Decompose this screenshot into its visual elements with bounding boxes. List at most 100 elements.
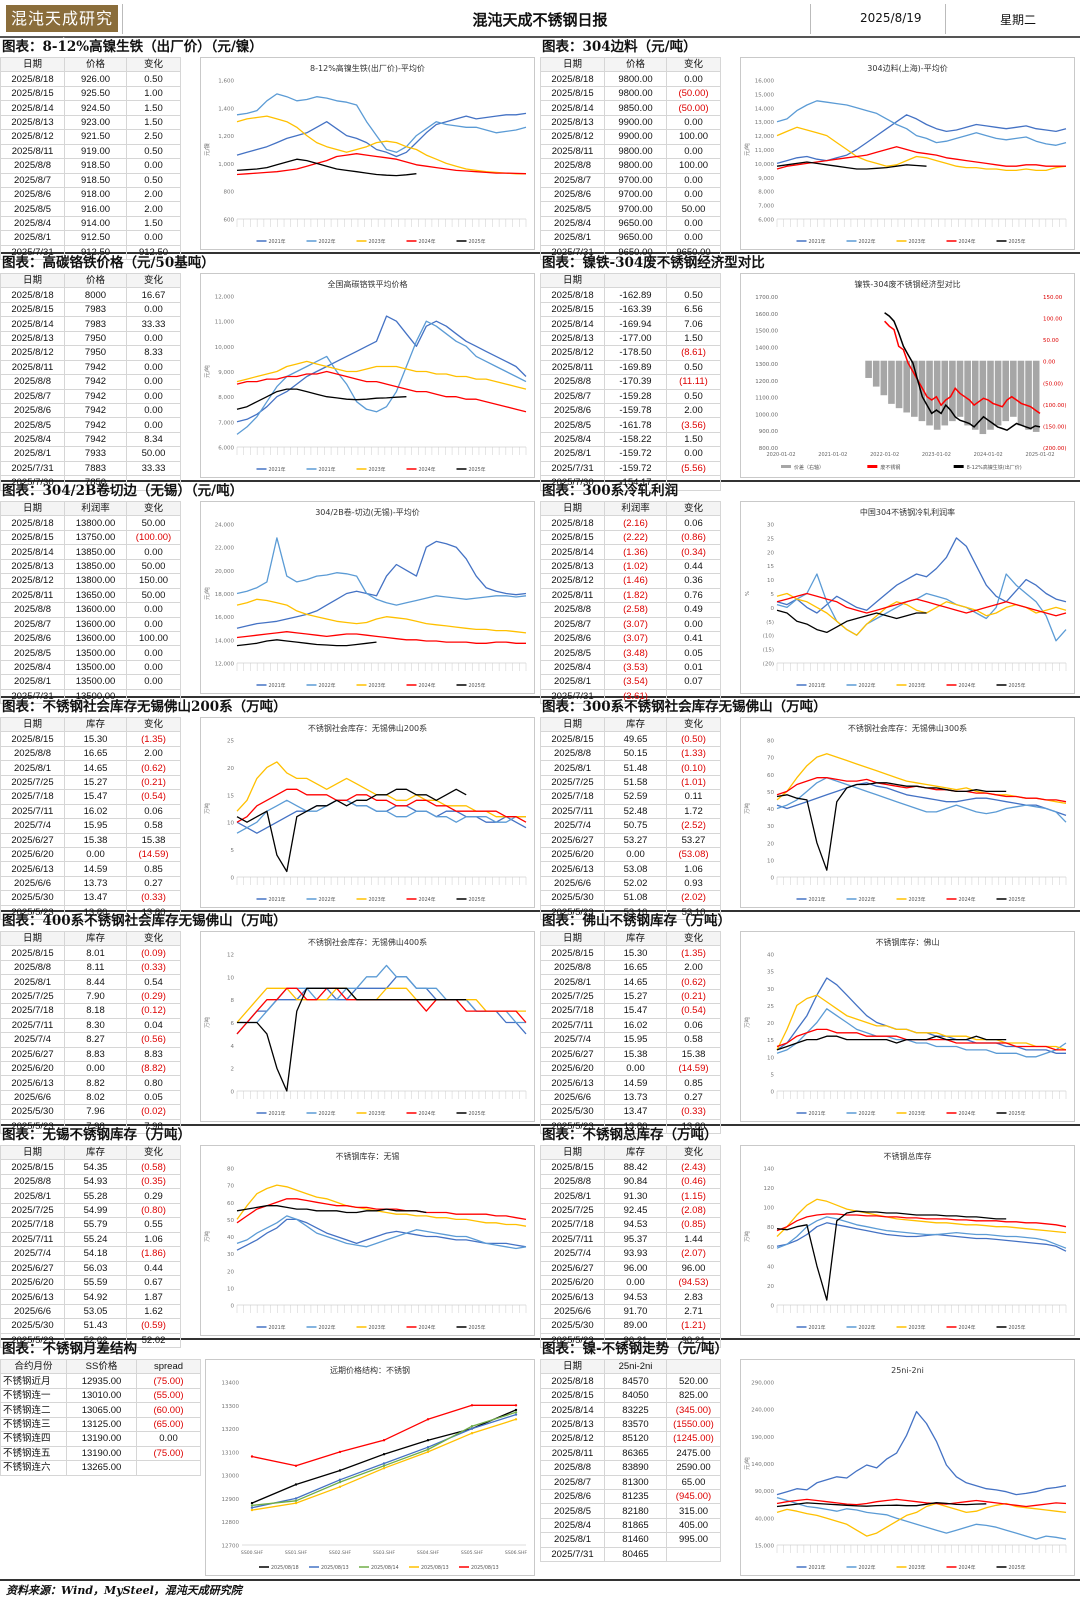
table-cell: -154.17 xyxy=(604,475,667,491)
table-row: 2025/8/15 8.01 (0.09) xyxy=(0,945,181,961)
table-cell: 0.67 xyxy=(126,1274,181,1291)
table-cell: 14.59 xyxy=(64,861,127,877)
table-cell: 918.00 xyxy=(64,186,127,203)
table-cell: (1.35) xyxy=(666,945,721,961)
column-header: SS价格 xyxy=(66,1358,137,1375)
series-line xyxy=(236,537,527,606)
spread-bar xyxy=(918,360,926,422)
series-point xyxy=(250,1501,254,1505)
y-tick-label: 1700.00 xyxy=(755,295,778,301)
table-cell: 83890 xyxy=(604,1460,667,1476)
table-cell: 2025/5/30 xyxy=(0,890,65,906)
table-cell: 2025/7/31 xyxy=(540,1546,605,1563)
table-cell: 8.02 xyxy=(64,1089,127,1106)
column-header: 库存 xyxy=(64,1144,127,1161)
y-tick-label: 12 xyxy=(227,953,234,959)
legend-label: 2023年 xyxy=(909,1324,926,1331)
y-axis-label: 元/镍 xyxy=(203,143,211,156)
header-divider xyxy=(122,4,123,34)
table-cell: 918.50 xyxy=(64,172,127,188)
table-row: 2025/7/4 15.95 0.58 xyxy=(0,818,181,834)
table-cell: 96.00 xyxy=(666,1260,721,1276)
table-row: 2025/5/30 13.47 (0.33) xyxy=(0,890,181,906)
table-row: 2025/8/7 9700.00 0.00 xyxy=(540,172,721,188)
legend-label: 2025年 xyxy=(469,1324,486,1331)
table-cell: 7.96 xyxy=(64,1104,127,1120)
report-date: 2025/8/19 xyxy=(860,11,922,25)
table-cell: 2025/8/8 xyxy=(540,1173,605,1190)
table-row: 2025/8/18 84570 520.00 xyxy=(540,1373,721,1389)
y-tick-label: 120 xyxy=(764,1186,775,1192)
series-line xyxy=(251,1404,516,1467)
legend-label: 2023年 xyxy=(909,238,926,245)
chart-svg: 不锈钢库存：无锡 80 70 60 50 40 30 20 10 0 万吨 2021年 2022年 202… xyxy=(203,1151,527,1331)
table-cell: 2025/8/13 xyxy=(540,114,605,131)
table-cell: 13.47 xyxy=(604,1104,667,1120)
table-cell: 2025/6/13 xyxy=(540,861,605,877)
table-cell: 2025/8/5 xyxy=(540,201,605,217)
table-cell: 15.30 xyxy=(64,731,127,747)
table-cell: 2025/5/30 xyxy=(540,890,605,906)
series-line xyxy=(776,537,1067,614)
table-cell: (1.33) xyxy=(666,745,721,762)
table-cell: 2025/8/15 xyxy=(0,731,65,747)
chart-title: 不锈钢社会库存：无锡佛山300系 xyxy=(848,723,967,733)
table-cell: 80465 xyxy=(604,1546,667,1563)
y-tick-label: 30 xyxy=(767,824,774,830)
table-cell: 0.00 xyxy=(666,215,721,232)
series-line xyxy=(776,1496,1067,1540)
table-cell: 2025/8/1 xyxy=(0,674,65,690)
table-cell: 2025/6/13 xyxy=(0,861,65,877)
table-cell: (5.56) xyxy=(666,460,721,477)
legend-label: 2023年 xyxy=(369,1324,386,1331)
series-point xyxy=(250,1506,254,1509)
table-cell: 0.00 xyxy=(126,402,181,419)
chart-svg: 不锈钢社会库存：无锡佛山400系 12 10 8 6 4 2 0 万吨 2021年 2022年 202… xyxy=(203,937,527,1117)
table-cell: 0.58 xyxy=(126,818,181,834)
spread-bar xyxy=(911,360,918,417)
table-cell: 2025/8/11 xyxy=(540,587,605,604)
y-tick-label: 900.00 xyxy=(759,429,779,435)
table-cell: (0.29) xyxy=(126,988,181,1005)
table-cell: 2025/8/15 xyxy=(540,301,605,318)
table-cell: 0.07 xyxy=(666,674,721,690)
chart-title: 不锈钢总库存 xyxy=(884,1151,932,1161)
table-row: 2025/8/1 81460 995.00 xyxy=(540,1532,721,1548)
table-row: 2025/8/6 (3.07) 0.41 xyxy=(540,630,721,647)
legend-label: 2024年 xyxy=(419,1324,436,1331)
table-cell: 0.01 xyxy=(666,659,721,676)
series-line xyxy=(236,788,527,823)
table-row: 2025/5/23 13.80 13.80 xyxy=(0,904,181,921)
table-row: 2025/8/11 86365 2475.00 xyxy=(540,1445,721,1462)
table-cell: (55.00) xyxy=(136,1387,201,1404)
table-cell: 2025/6/6 xyxy=(540,875,605,892)
table-row: 2025/5/23 53.10 53.10 xyxy=(540,904,721,921)
chart: 不锈钢库存：无锡 80 70 60 50 40 30 20 10 0 万吨 2021年 2022年 202… xyxy=(200,1145,535,1336)
y-tick-label: 40 xyxy=(767,953,774,959)
x-tick-label: SS03.SHF xyxy=(373,1550,396,1556)
series-point xyxy=(426,1439,430,1442)
y-tick-label: 1400.00 xyxy=(755,345,778,351)
table-cell: (1245.00) xyxy=(666,1431,721,1447)
table-cell: 7950 xyxy=(64,345,127,361)
table-row: 2025/8/12 (1.46) 0.36 xyxy=(540,573,721,589)
spread-bar xyxy=(979,360,987,435)
table-cell: 9650.00 xyxy=(666,244,721,261)
table-cell: 2.00 xyxy=(666,402,721,419)
table-cell: 2025/5/30 xyxy=(0,1318,65,1334)
table-row: 2025/7/31 -159.72 (5.56) xyxy=(540,460,721,477)
y-tick-label: 1200.00 xyxy=(755,379,778,385)
chart-title: 不锈钢社会库存：无锡佛山200系 xyxy=(308,723,427,733)
table-cell: 2025/8/4 xyxy=(540,1517,605,1534)
column-header: 日期 xyxy=(540,1144,605,1161)
y-tick-label: 15 xyxy=(767,1038,774,1044)
table-cell: 16.02 xyxy=(604,1017,667,1034)
y2-tick-label: 150.00 xyxy=(1043,295,1063,301)
table-row: 2025/7/30 7850 xyxy=(0,475,181,491)
table-cell: 2025/6/6 xyxy=(0,875,65,892)
data-table: 日期 库存 变化 2025/8/15 54.35 (0.58) 2025/8/8 54.93(… xyxy=(0,1144,181,1349)
table-row: 2025/8/14 -169.94 7.06 xyxy=(540,316,721,332)
table-cell: 7942 xyxy=(64,417,127,433)
table-cell: 9650.00 xyxy=(604,215,667,232)
table-row: 2025/7/11 16.02 0.06 xyxy=(0,803,181,820)
